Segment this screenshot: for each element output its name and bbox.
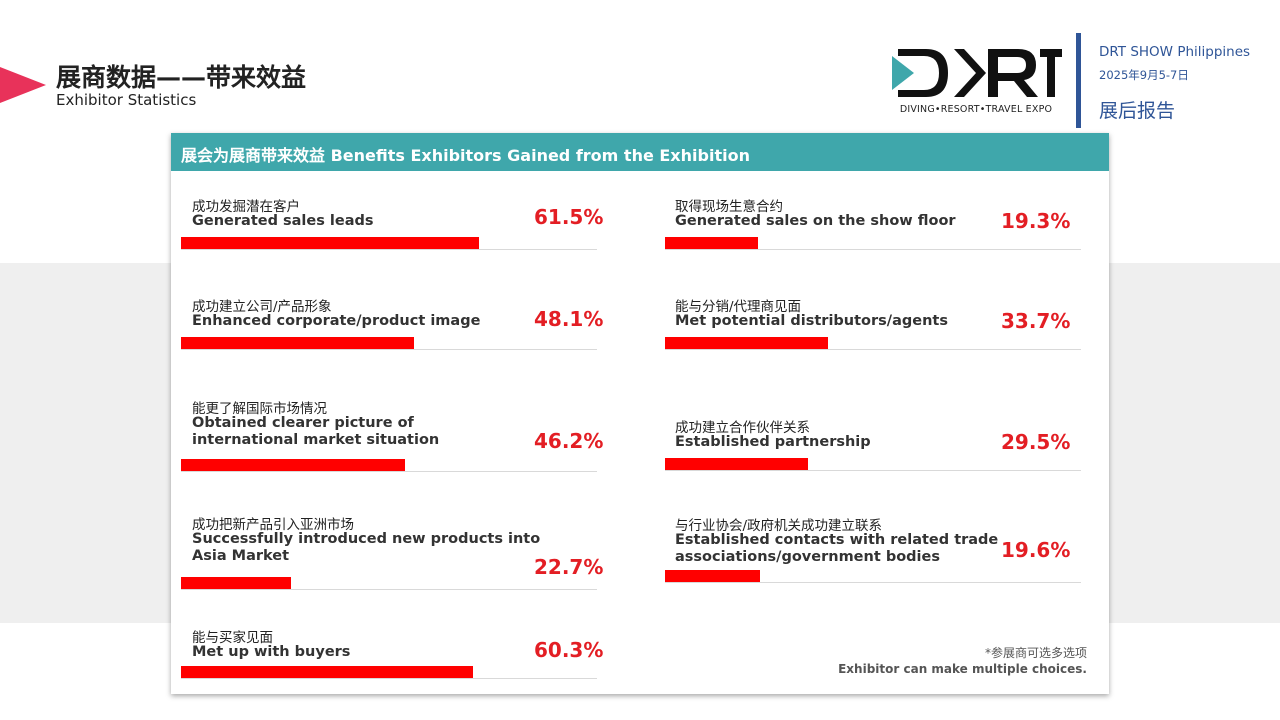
benefit-baseline	[181, 349, 597, 350]
benefit-value-label: 61.5%	[534, 205, 604, 229]
benefit-baseline	[665, 582, 1081, 583]
benefit-label-zh: 能与买家见面	[192, 630, 273, 646]
logo-play-icon	[892, 56, 914, 90]
benefit-label-en: Obtained clearer picture of internationa…	[192, 415, 440, 448]
benefit-value-label: 48.1%	[534, 307, 604, 331]
benefit-label-zh: 能与分销/代理商见面	[675, 299, 802, 315]
benefit-label-zh: 成功把新产品引入亚洲市场	[192, 517, 354, 533]
page-title: 展商数据——带来效益	[56, 63, 307, 92]
benefit-bar	[181, 577, 291, 589]
benefit-baseline	[181, 249, 597, 250]
card-header: 展会为展商带来效益 Benefits Exhibitors Gained fro…	[171, 133, 1109, 171]
benefit-bar	[665, 458, 808, 470]
benefit-label-en: Generated sales leads	[192, 213, 374, 229]
benefit-label-zh: 与行业协会/政府机关成功建立联系	[675, 518, 883, 534]
benefit-baseline	[665, 249, 1081, 250]
benefit-bar	[665, 237, 758, 249]
benefit-bar	[665, 570, 760, 582]
benefit-bar	[181, 337, 414, 349]
benefit-value-label: 19.3%	[1001, 209, 1071, 233]
benefit-value-label: 46.2%	[534, 429, 604, 453]
benefit-baseline	[181, 589, 597, 590]
event-name: DRT SHOW Philippines	[1099, 44, 1251, 60]
benefit-value-label: 33.7%	[1001, 309, 1071, 333]
benefit-value-label: 29.5%	[1001, 430, 1071, 454]
footnote-zh: *参展商可选多选项	[984, 646, 1087, 660]
benefit-label-en: Successfully introduced new products int…	[192, 531, 541, 564]
benefit-value-label: 60.3%	[534, 638, 604, 662]
benefit-label-en: Met potential distributors/agents	[675, 313, 948, 329]
benefit-label-zh: 成功建立公司/产品形象	[192, 299, 332, 315]
benefit-label-zh: 取得现场生意合约	[675, 199, 783, 215]
benefit-bar	[665, 337, 828, 349]
footnote-en: Exhibitor can make multiple choices.	[838, 662, 1087, 676]
benefit-baseline	[665, 470, 1081, 471]
benefit-bar	[181, 237, 479, 249]
benefit-label-zh: 成功建立合作伙伴关系	[675, 420, 810, 436]
page-subtitle: Exhibitor Statistics	[56, 91, 197, 109]
benefit-bar	[181, 666, 473, 678]
logo-tagline: DIVING•RESORT•TRAVEL EXPO	[899, 104, 1053, 115]
benefit-label-en: Established contacts with related trade …	[675, 532, 999, 565]
benefit-label-zh: 成功发掘潜在客户	[192, 199, 300, 215]
event-date: 2025年9月5-7日	[1099, 68, 1189, 82]
footnote: *参展商可选多选项 Exhibitor can make multiple ch…	[838, 645, 1087, 677]
benefit-value-label: 19.6%	[1001, 538, 1071, 562]
drt-logo	[892, 49, 1062, 97]
card-title: 展会为展商带来效益 Benefits Exhibitors Gained fro…	[181, 146, 750, 165]
header-divider	[1076, 33, 1081, 128]
title-arrow-icon	[0, 67, 46, 103]
benefit-bar	[181, 459, 405, 471]
benefit-baseline	[665, 349, 1081, 350]
benefit-label-en: Met up with buyers	[192, 644, 351, 660]
benefit-baseline	[181, 471, 597, 472]
benefits-card: 展会为展商带来效益 Benefits Exhibitors Gained fro…	[171, 133, 1109, 694]
benefit-label-en: Established partnership	[675, 434, 871, 450]
report-label: 展后报告	[1099, 100, 1176, 122]
benefit-label-en: Enhanced corporate/product image	[192, 313, 481, 329]
benefit-baseline	[181, 678, 597, 679]
benefit-value-label: 22.7%	[534, 555, 604, 579]
benefit-label-en: Generated sales on the show floor	[675, 213, 956, 229]
benefit-label-zh: 能更了解国际市场情况	[192, 401, 327, 417]
